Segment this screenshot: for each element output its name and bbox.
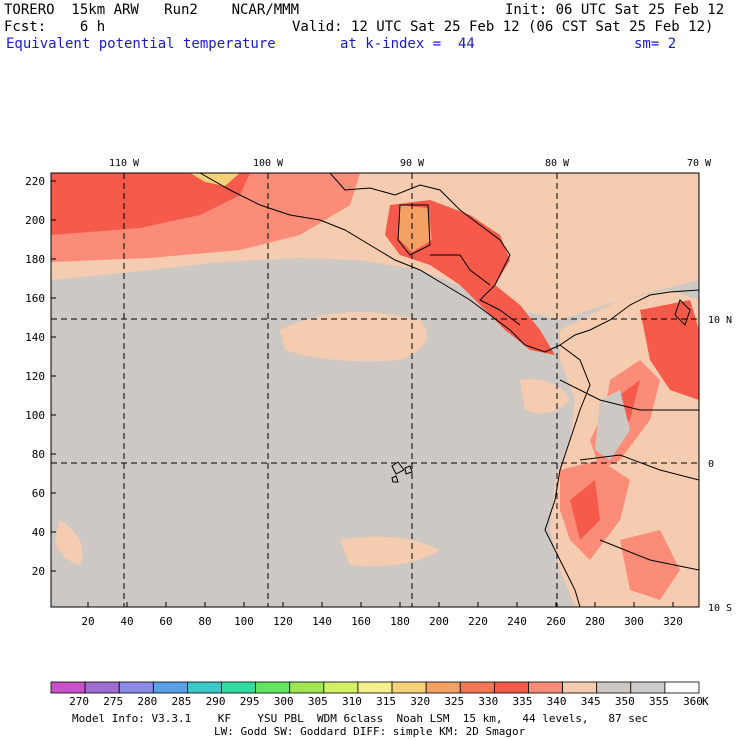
x-tick-label: 220 [468,615,488,628]
x-tick-label: 240 [507,615,527,628]
colorbar-label: 305 [308,695,328,708]
x-tick-label: 300 [624,615,644,628]
longitude-labels: 110 W 100 W 90 W 80 W 70 W [109,158,712,169]
colorbar-label: 325 [444,695,464,708]
x-tick-label: 180 [390,615,410,628]
colorbar: 270 275 280 285 290 295 300 305 310 315 320 325 330 3… [50,681,709,708]
x-tick-label: 260 [546,615,566,628]
colorbar-swatch [528,681,563,694]
colorbar-label: 320 [410,695,430,708]
colorbar-swatch [459,681,495,694]
field-name: Equivalent potential temperature [6,36,276,52]
colorbar-label: 355 [649,695,669,708]
x-tick-label: 20 [81,615,94,628]
colorbar-swatch [152,681,188,694]
latitude-label: 10 S [708,603,732,614]
longitude-label: 80 W [545,158,570,169]
colorbar-label: 350 [615,695,635,708]
longitude-label: 110 W [109,158,140,169]
longitude-label: 100 W [253,158,284,169]
latitude-label: 10 N [708,315,732,326]
colorbar-swatch [50,681,86,694]
forecast-hour: Fcst: 6 h [4,19,106,35]
x-tick-label: 280 [585,615,605,628]
colorbar-label: 310 [342,695,362,708]
model-info: Model Info: V3.3.1 KF YSU PBL WDM 6class… [72,712,649,725]
longitude-label: 90 W [400,158,425,169]
x-tick-label: 200 [429,615,449,628]
colorbar-swatch [562,681,598,694]
colorbar-label: 340 [547,695,567,708]
colorbar-swatch [118,681,154,694]
colorbar-swatch [323,681,359,694]
x-tick-label: 60 [159,615,172,628]
x-tick-label: 120 [273,615,293,628]
colorbar-label: 280 [137,695,157,708]
x-tick-label: 40 [120,615,133,628]
colorbar-swatch [391,681,427,694]
y-tick-label: 40 [32,526,45,539]
y-tick-label: 180 [25,253,45,266]
colorbar-swatch [187,681,222,694]
colorbar-swatch [221,681,257,694]
y-tick-label: 20 [32,565,45,578]
x-tick-label: 140 [312,615,332,628]
colorbar-unit: K [702,695,709,708]
latitude-labels: 10 N 0 10 S [708,315,732,614]
colorbar-label: 290 [206,695,226,708]
colorbar-swatch [255,681,291,694]
y-tick-label: 160 [25,292,45,305]
smoothing: sm= 2 [634,36,677,52]
x-tick-label: 80 [198,615,211,628]
colorbar-label: 275 [103,695,123,708]
colorbar-label: 345 [581,695,601,708]
latitude-label: 0 [708,459,714,470]
colorbar-swatch [289,681,325,694]
plot-frame [50,172,700,608]
model-title: TORERO 15km ARW Run2 NCAR/MMM [4,2,300,18]
colorbar-label: 295 [240,695,260,708]
x-ticks: 20 40 60 80 100 120 140 160 180 200 220 240 260 280 30… [81,602,683,628]
y-ticks: 220 200 180 160 140 120 100 80 60 40 20 [25,175,56,578]
colorbar-label: 285 [171,695,191,708]
physics-info: LW: Godd SW: Goddard DIFF: simple KM: 2D… [214,725,526,738]
colorbar-label: 360 [683,695,703,708]
colorbar-swatch [664,681,700,694]
y-tick-label: 220 [25,175,45,188]
init-time: Init: 06 UTC Sat 25 Feb 12 [505,2,725,18]
colorbar-label: 270 [69,695,89,708]
colorbar-label: 330 [478,695,498,708]
colorbar-label: 335 [513,695,533,708]
level-index: at k-index = 44 [340,36,475,52]
colorbar-swatch [630,681,666,694]
x-tick-label: 320 [663,615,683,628]
colorbar-swatch [357,681,393,694]
colorbar-label: 300 [274,695,294,708]
coastlines [199,173,699,607]
longitude-label: 70 W [687,158,712,169]
x-tick-label: 100 [234,615,254,628]
valid-time: Valid: 12 UTC Sat 25 Feb 12 (06 CST Sat … [292,19,714,35]
graticule [51,173,699,607]
colorbar-label: 315 [376,695,396,708]
y-tick-label: 80 [32,448,45,461]
colorbar-swatch [596,681,632,694]
theta-e-field [51,173,699,607]
y-tick-label: 120 [25,370,45,383]
colorbar-swatch [493,681,529,694]
colorbar-swatch [425,681,461,694]
y-tick-label: 100 [25,409,45,422]
y-tick-label: 60 [32,487,45,500]
x-tick-label: 160 [351,615,371,628]
y-tick-label: 140 [25,331,45,344]
colorbar-swatch [84,681,120,694]
y-tick-label: 200 [25,214,45,227]
